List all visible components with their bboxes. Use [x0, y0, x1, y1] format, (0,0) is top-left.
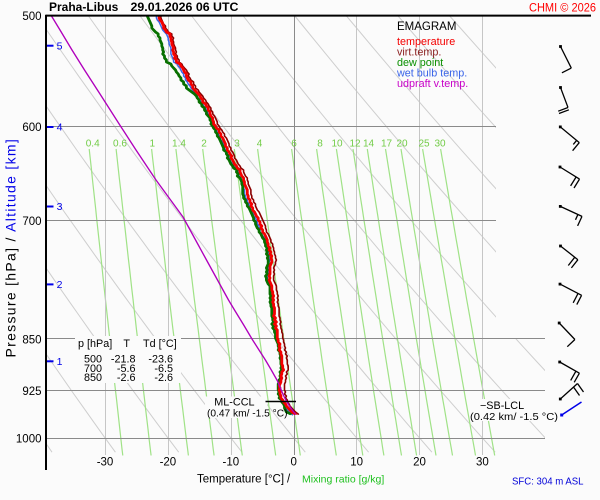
- svg-text:850: 850: [84, 372, 102, 384]
- svg-text:/: /: [287, 474, 291, 486]
- svg-text:0.4: 0.4: [86, 139, 100, 150]
- svg-text:2: 2: [201, 139, 207, 150]
- svg-text:udpraft v.temp.: udpraft v.temp.: [397, 78, 468, 90]
- svg-text:1.4: 1.4: [172, 139, 186, 150]
- svg-text:2: 2: [57, 279, 63, 291]
- svg-text:-30: -30: [97, 457, 114, 469]
- svg-text:EMAGRAM: EMAGRAM: [397, 21, 456, 33]
- svg-text:1: 1: [150, 139, 156, 150]
- svg-text:1000: 1000: [16, 433, 42, 445]
- svg-text:0: 0: [290, 457, 296, 469]
- svg-text:700: 700: [84, 363, 102, 375]
- svg-text:20: 20: [396, 139, 408, 150]
- svg-text:-23.6: -23.6: [148, 354, 173, 366]
- svg-text:14: 14: [363, 139, 375, 150]
- svg-text:925: 925: [22, 386, 41, 398]
- svg-text:500: 500: [84, 354, 102, 366]
- svg-text:1: 1: [57, 356, 63, 368]
- svg-text:-2.6: -2.6: [154, 372, 173, 384]
- svg-text:500: 500: [22, 11, 41, 23]
- svg-text:10: 10: [350, 457, 363, 469]
- svg-text:-21.8: -21.8: [111, 354, 136, 366]
- svg-text:Temperature [°C]: Temperature [°C]: [197, 474, 284, 486]
- svg-text:p [hPa]: p [hPa]: [78, 338, 112, 350]
- svg-text:wet bulb temp.: wet bulb temp.: [396, 68, 467, 80]
- svg-text:-2.6: -2.6: [117, 372, 136, 384]
- svg-text:3: 3: [234, 139, 240, 150]
- svg-text:600: 600: [22, 122, 41, 134]
- svg-text:12: 12: [349, 139, 361, 150]
- svg-text:-20: -20: [160, 457, 177, 469]
- svg-text:30: 30: [434, 139, 446, 150]
- svg-text:SFC: 304 m ASL: SFC: 304 m ASL: [512, 476, 584, 488]
- svg-text:Mixing ratio [g/kg]: Mixing ratio [g/kg]: [302, 474, 384, 486]
- svg-text:Td [°C]: Td [°C]: [143, 338, 177, 350]
- svg-text:6: 6: [291, 139, 297, 150]
- svg-text:T: T: [123, 338, 130, 350]
- svg-text:10: 10: [331, 139, 343, 150]
- svg-text:700: 700: [22, 216, 41, 228]
- svg-text:8: 8: [317, 139, 323, 150]
- svg-text:-5.6: -5.6: [117, 363, 136, 375]
- svg-text:Praha-Libus: Praha-Libus: [49, 0, 119, 14]
- svg-text:30: 30: [476, 457, 489, 469]
- svg-text:−SB-LCL: −SB-LCL: [480, 400, 524, 412]
- svg-text:4: 4: [57, 122, 63, 134]
- svg-text:Pressure [hPa] / Altitude [km]: Pressure [hPa] / Altitude [km]: [3, 138, 19, 358]
- svg-text:-6.5: -6.5: [154, 363, 173, 375]
- svg-text:25: 25: [418, 139, 430, 150]
- svg-text:(0.47 km/ -1.5 °C): (0.47 km/ -1.5 °C): [207, 409, 288, 420]
- svg-text:4: 4: [257, 139, 263, 150]
- svg-text:850: 850: [22, 334, 41, 346]
- svg-text:(0.42 km/ -1.5 °C): (0.42 km/ -1.5 °C): [470, 411, 558, 423]
- svg-text:29.01.2026 06 UTC: 29.01.2026 06 UTC: [131, 0, 239, 14]
- svg-text:virt.temp.: virt.temp.: [397, 47, 441, 59]
- svg-text:CHMI © 2026: CHMI © 2026: [529, 3, 596, 15]
- svg-text:3: 3: [57, 201, 63, 213]
- svg-text:temperature: temperature: [397, 36, 455, 48]
- svg-text:ML-CCL: ML-CCL: [214, 397, 254, 409]
- svg-text:0.6: 0.6: [113, 139, 127, 150]
- svg-text:5: 5: [57, 40, 63, 52]
- svg-text:-10: -10: [222, 457, 239, 469]
- svg-text:dew point: dew point: [397, 57, 443, 69]
- svg-text:20: 20: [413, 457, 426, 469]
- svg-text:17: 17: [381, 139, 393, 150]
